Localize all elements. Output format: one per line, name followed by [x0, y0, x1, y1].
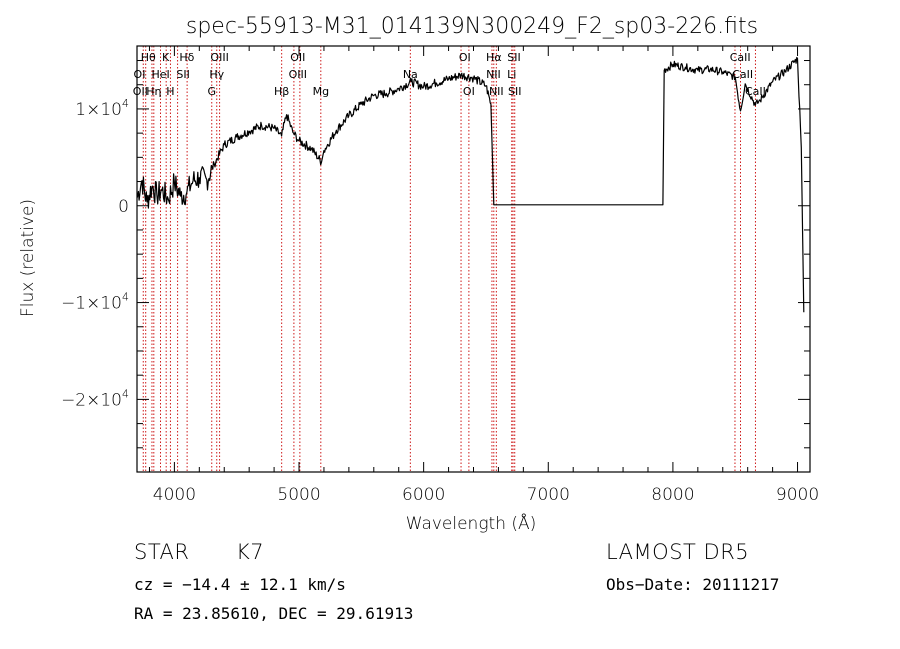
line-label: OII	[290, 51, 305, 64]
x-tick-label: 6000	[402, 485, 445, 505]
line-label: Hθ	[141, 51, 156, 64]
line-label: Hα	[486, 51, 502, 64]
line-label: Na	[403, 68, 418, 81]
y-tick-label: −1×104	[61, 291, 129, 314]
line-label: NII	[486, 68, 501, 81]
x-tick-label: 4000	[153, 485, 196, 505]
line-label: Mg	[313, 85, 329, 98]
line-label: G	[208, 85, 217, 98]
y-axis-label: Flux (relative)	[18, 199, 38, 317]
x-tick-label: 7000	[527, 485, 570, 505]
line-label: SII	[176, 68, 189, 81]
line-label: Hδ	[179, 51, 194, 64]
line-label: CaII	[730, 51, 751, 64]
y-tick-label: 1×104	[75, 97, 129, 120]
line-label: Hγ	[209, 68, 224, 81]
line-label: H	[166, 85, 174, 98]
line-label: HeI	[152, 68, 170, 81]
line-labels: Hθ K Hδ OIII OII OI Hα SII CaII OI HeI SII Hγ OIII Na N…	[133, 51, 766, 98]
survey-release: LAMOST DR5	[606, 540, 750, 564]
line-label: OI	[459, 51, 471, 64]
x-tick-label: 8000	[651, 485, 694, 505]
plot-frame	[136, 45, 811, 473]
line-label: Hη	[146, 85, 161, 98]
line-label: K	[162, 51, 170, 64]
line-label: Hβ	[274, 85, 289, 98]
x-axis-label: Wavelength (Å)	[406, 512, 537, 534]
x-tick-label: 5000	[277, 485, 320, 505]
line-label: SII	[507, 51, 520, 64]
y-tick-label: −2×104	[61, 387, 129, 410]
x-tick-label: 9000	[776, 485, 819, 505]
line-label: CaII	[732, 68, 753, 81]
spectrum-line	[136, 56, 805, 313]
line-label: OI	[134, 68, 146, 81]
line-label: OIII	[289, 68, 307, 81]
y-tick-label: 0	[118, 197, 129, 217]
line-label: OIII	[210, 51, 228, 64]
observation-date: Obs−Date: 20111217	[606, 575, 780, 594]
line-label: NII	[489, 85, 504, 98]
line-label: OI	[463, 85, 475, 98]
object-subclass: K7	[236, 540, 265, 564]
line-label: SII	[508, 85, 521, 98]
line-label: CaII	[745, 85, 766, 98]
x-axis-ticks: 4000 5000 6000 7000 8000 9000	[148, 46, 819, 505]
line-markers	[142, 46, 756, 472]
y-axis-ticks: 1×104 0 −1×104 −2×104	[61, 60, 810, 449]
line-label: Li	[507, 68, 516, 81]
object-class: STAR	[134, 540, 190, 564]
chart-title: spec-55913-M31_014139N300249_F2_sp03-226…	[186, 14, 758, 39]
coordinates: RA = 23.85610, DEC = 29.61913	[134, 604, 414, 623]
redshift-cz: cz = −14.4 ± 12.1 km/s	[134, 575, 346, 594]
